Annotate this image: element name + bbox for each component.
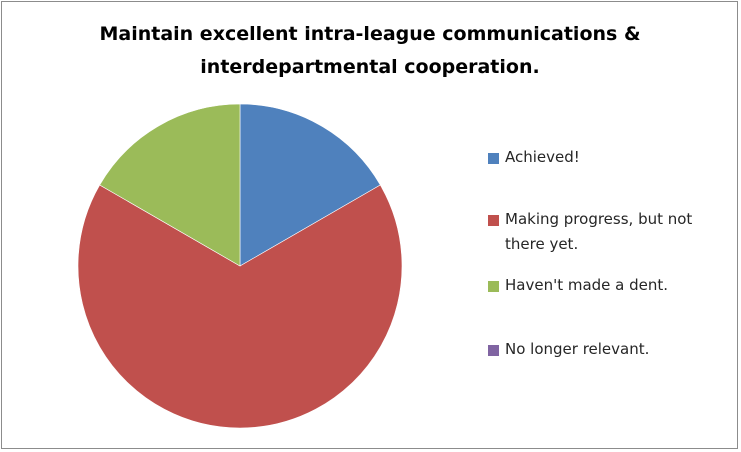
legend-label-achieved: Achieved! [505,148,580,166]
chart-title-line-2: interdepartmental cooperation. [200,56,540,78]
chart-title: Maintain excellent intra-league communic… [40,18,700,84]
legend-swatch-making-progress [488,215,499,226]
legend-swatch-achieved [488,153,499,164]
legend-label-making-progress: Making progress, but not there yet. [505,210,693,253]
legend-item-no-longer-relevant: No longer relevant. [488,337,728,362]
legend-swatch-no-longer-relevant [488,345,499,356]
legend-item-making-progress: Making progress, but not there yet. [488,207,728,257]
legend-label-no-dent: Haven't made a dent. [505,276,669,294]
pie-slice-no-dent [99,103,241,267]
pie-slice-achieved [239,103,381,267]
chart-title-line-1: Maintain excellent intra-league communic… [99,23,641,45]
legend-swatch-no-dent [488,281,499,292]
legend-item-no-dent: Haven't made a dent. [488,273,728,298]
legend-label-no-longer-relevant: No longer relevant. [505,340,650,358]
legend-item-achieved: Achieved! [488,145,728,170]
pie-slice-making-progress [77,184,403,429]
